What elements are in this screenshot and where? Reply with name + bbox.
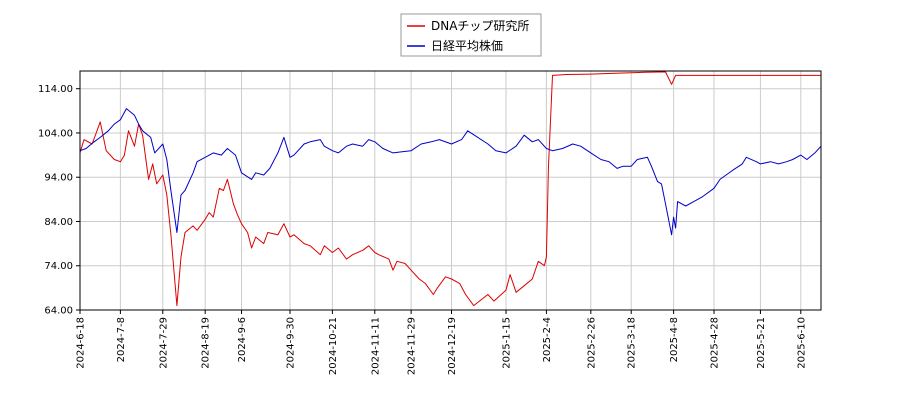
series-lines <box>79 71 822 307</box>
x-tick-label: 2025-5-21 <box>756 317 767 369</box>
x-tick-label: 2024-10-21 <box>328 317 339 375</box>
x-tick-label: 2024-9-30 <box>285 317 296 369</box>
series-line-nikkei <box>79 108 822 236</box>
x-tick-label: 2025-6-10 <box>796 317 807 369</box>
x-tick-label: 2024-11-11 <box>370 317 381 375</box>
y-tick-label: 64.00 <box>44 306 73 317</box>
x-tick-label: 2025-2-26 <box>586 317 597 369</box>
x-tick-label: 2024-7-8 <box>116 317 127 362</box>
series-line-dna <box>79 71 821 307</box>
x-tick-label: 2024-11-29 <box>407 317 418 375</box>
x-tick-label: 2025-4-8 <box>669 317 680 362</box>
x-tick-label: 2024-6-18 <box>76 317 87 369</box>
x-tick-label: 2024-12-19 <box>447 317 458 375</box>
x-tick-label: 2025-3-18 <box>627 317 638 369</box>
y-tick-label: 84.00 <box>44 217 73 228</box>
x-tick-label: 2024-9-6 <box>237 317 248 362</box>
legend-label-nikkei: 日経平均株価 <box>431 38 503 53</box>
legend: DNAチップ研究所 日経平均株価 <box>400 13 542 57</box>
axes: 64.00 74.00 84.00 94.00 104.00 114.00 2024-6-1… <box>38 84 807 375</box>
legend-box <box>400 13 542 57</box>
x-tick-label: 2025-4-28 <box>709 317 720 369</box>
grid <box>79 71 821 311</box>
y-tick-label: 94.00 <box>44 173 73 184</box>
x-tick-label: 2024-7-29 <box>158 317 169 369</box>
x-tick-label: 2025-1-15 <box>502 317 513 369</box>
y-tick-label: 114.00 <box>38 84 73 95</box>
legend-label-dna: DNAチップ研究所 <box>431 18 529 33</box>
plot-frame <box>79 70 822 311</box>
x-tick-label: 2024-8-19 <box>201 317 212 369</box>
y-tick-label: 104.00 <box>38 128 73 139</box>
y-tick-label: 74.00 <box>44 261 73 272</box>
x-tick-label: 2025-2-4 <box>542 317 553 362</box>
